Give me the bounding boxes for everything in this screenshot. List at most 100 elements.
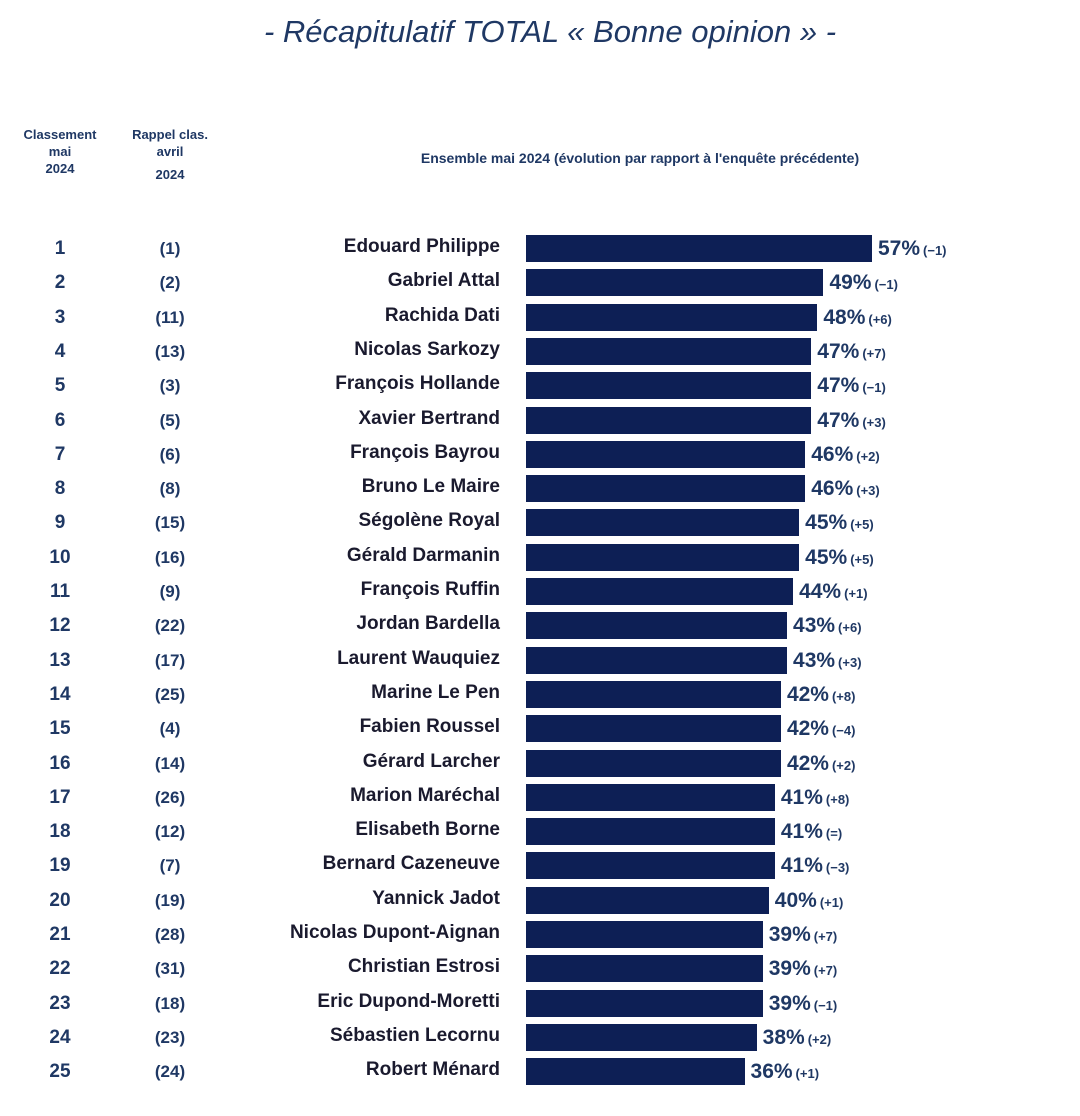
previous-rank-label: (23) <box>154 1027 186 1047</box>
previous-rank-label: (9) <box>159 582 181 601</box>
bar <box>526 1023 757 1051</box>
evolution-label: (−4) <box>831 723 856 739</box>
category-label: Xavier Bertrand <box>358 407 500 429</box>
bar <box>526 543 800 571</box>
data-label: 47% (+7) <box>817 335 886 371</box>
value-label: 42% <box>786 682 829 706</box>
value-label: 41% <box>780 785 823 809</box>
evolution-label: (+2) <box>831 757 856 773</box>
value-label: 46% <box>811 442 854 466</box>
rank-label: 4 <box>54 340 66 362</box>
data-label: 46% (+3) <box>811 472 880 508</box>
previous-rank-label: (18) <box>154 993 186 1013</box>
bar <box>526 818 775 846</box>
rank-label: 20 <box>49 889 71 911</box>
bar <box>526 235 872 262</box>
rank-label: 10 <box>49 546 71 568</box>
bar <box>526 509 800 537</box>
chart-row: 9 (15) Ségolène Royal 45% (+5) <box>0 506 1080 540</box>
evolution-label: (+3) <box>856 483 880 499</box>
chart-row: 1 (1) Edouard Philippe 57% (−1) <box>0 232 1080 266</box>
data-label: 42% (+2) <box>787 747 856 783</box>
evolution-label: (−1) <box>923 243 947 258</box>
previous-rank-label: (19) <box>154 890 186 910</box>
category-label: Laurent Wauquiez <box>337 647 500 669</box>
bar <box>526 406 812 434</box>
rank-label: 8 <box>54 478 66 500</box>
chart-row: 20 (19) Yannick Jadot 40% (+1) <box>0 884 1080 918</box>
rank-label: 18 <box>49 821 71 843</box>
previous-rank-label: (24) <box>154 1062 186 1082</box>
chart-row: 4 (13) Nicolas Sarkozy 47% (+7) <box>0 335 1080 369</box>
chart-row: 3 (11) Rachida Dati 48% (+6) <box>0 301 1080 335</box>
value-label: 36% <box>750 1060 793 1084</box>
evolution-label: (+7) <box>862 345 886 361</box>
chart-row: 23 (18) Eric Dupond-Moretti 39% (−1) <box>0 987 1080 1021</box>
category-label: Eric Dupond-Moretti <box>317 990 500 1012</box>
rank-label: 2 <box>54 272 66 294</box>
category-label: Robert Ménard <box>365 1059 500 1081</box>
value-label: 44% <box>799 580 842 603</box>
rank-label: 16 <box>49 752 71 774</box>
chart-row: 22 (31) Christian Estrosi 39% (+7) <box>0 952 1080 986</box>
chart-row: 18 (12) Elisabeth Borne 41% (=) <box>0 815 1080 849</box>
bar <box>526 578 794 605</box>
rank-label: 12 <box>49 615 71 637</box>
bar <box>526 921 763 948</box>
bar <box>526 715 781 743</box>
previous-rank-label: (7) <box>159 856 181 876</box>
chart-subtitle: Ensemble mai 2024 (évolution par rapport… <box>420 150 860 166</box>
bar <box>526 989 763 1017</box>
rank-label: 3 <box>54 306 66 328</box>
evolution-label: (−1) <box>874 277 898 293</box>
category-label: Yannick Jadot <box>372 887 500 909</box>
previous-rank-label: (6) <box>159 444 181 464</box>
data-label: 38% (+2) <box>763 1021 832 1057</box>
bar <box>526 612 788 640</box>
bar <box>526 886 769 914</box>
bar <box>526 749 781 777</box>
evolution-label: (+1) <box>844 586 868 601</box>
rank-label: 13 <box>49 649 71 671</box>
header-prev-line3: 2024 <box>155 167 185 182</box>
previous-rank-label: (4) <box>159 719 181 739</box>
data-label: 47% (+3) <box>817 404 886 440</box>
previous-rank-label: (31) <box>154 959 186 979</box>
value-label: 57% <box>878 237 921 260</box>
evolution-label: (+6) <box>838 620 862 636</box>
previous-rank-label: (1) <box>159 239 181 258</box>
previous-rank-label: (5) <box>159 410 181 430</box>
category-label: Elisabeth Borne <box>355 819 500 841</box>
previous-rank-label: (15) <box>154 513 186 533</box>
value-label: 40% <box>774 888 817 912</box>
chart-row: 12 (22) Jordan Bardella 43% (+6) <box>0 609 1080 643</box>
chart-row: 25 (24) Robert Ménard 36% (+1) <box>0 1055 1080 1089</box>
data-label: 46% (+2) <box>811 438 880 474</box>
category-label: Nicolas Dupont-Aignan <box>289 922 500 943</box>
previous-rank-label: (12) <box>154 822 186 842</box>
rank-label: 15 <box>49 718 71 740</box>
rank-label: 22 <box>49 958 71 980</box>
chart-row: 8 (8) Bruno Le Maire 46% (+3) <box>0 472 1080 506</box>
rank-label: 17 <box>49 786 71 808</box>
data-label: 45% (+5) <box>805 506 874 542</box>
rank-label: 11 <box>49 581 71 602</box>
value-label: 41% <box>780 854 823 878</box>
value-label: 45% <box>805 545 848 569</box>
data-label: 36% (+1) <box>751 1055 820 1091</box>
bar <box>526 475 806 503</box>
data-label: 40% (+1) <box>775 884 844 920</box>
chart-row: 17 (26) Marion Maréchal 41% (+8) <box>0 781 1080 815</box>
value-label: 47% <box>817 339 860 363</box>
rank-label: 23 <box>49 992 71 1014</box>
bar <box>526 852 775 880</box>
value-label: 47% <box>817 408 860 432</box>
previous-rank-label: (17) <box>154 650 186 670</box>
data-label: 42% (+8) <box>787 678 856 714</box>
bar <box>526 372 812 400</box>
chart-row: 15 (4) Fabien Roussel 42% (−4) <box>0 712 1080 746</box>
header-rank-line3: 2024 <box>45 161 75 176</box>
evolution-label: (+1) <box>819 894 844 910</box>
evolution-label: (=) <box>825 826 843 842</box>
value-label: 41% <box>780 820 823 844</box>
